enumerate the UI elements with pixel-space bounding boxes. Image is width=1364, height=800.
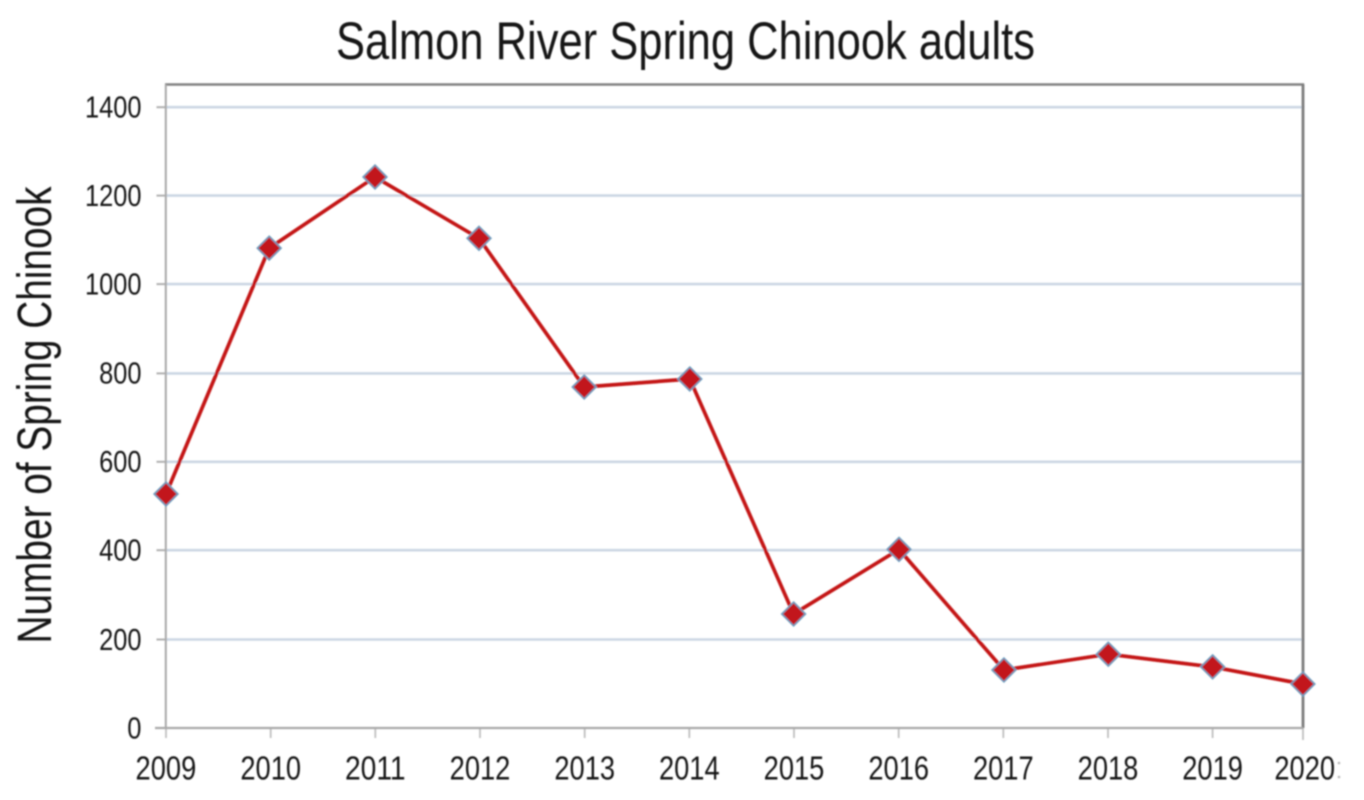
svg-text:1000: 1000 [85,266,142,301]
svg-text:1200: 1200 [85,178,142,213]
svg-text:Salmon River Spring Chinook ad: Salmon River Spring Chinook adults [336,12,1035,71]
svg-text:400: 400 [99,533,141,568]
svg-text:2012: 2012 [450,749,511,786]
svg-text:2015: 2015 [764,749,825,786]
svg-text:2013: 2013 [554,749,615,786]
svg-text:2011: 2011 [345,749,406,786]
svg-text:2019: 2019 [1182,749,1243,786]
svg-text:2014: 2014 [659,749,720,786]
svg-text:2010: 2010 [240,749,301,786]
svg-text:800: 800 [99,356,141,391]
svg-text:2018: 2018 [1078,749,1139,786]
svg-text:0: 0 [127,710,141,745]
svg-text:Number of Spring Chinook: Number of Spring Chinook [9,186,62,644]
svg-text:1400: 1400 [85,90,142,125]
svg-text:2016: 2016 [868,749,929,786]
svg-text:2017: 2017 [973,749,1034,786]
svg-text:200: 200 [99,622,141,657]
svg-text:2009: 2009 [136,749,197,786]
svg-text:2020: 2020 [1274,749,1335,786]
svg-text:600: 600 [99,444,141,479]
